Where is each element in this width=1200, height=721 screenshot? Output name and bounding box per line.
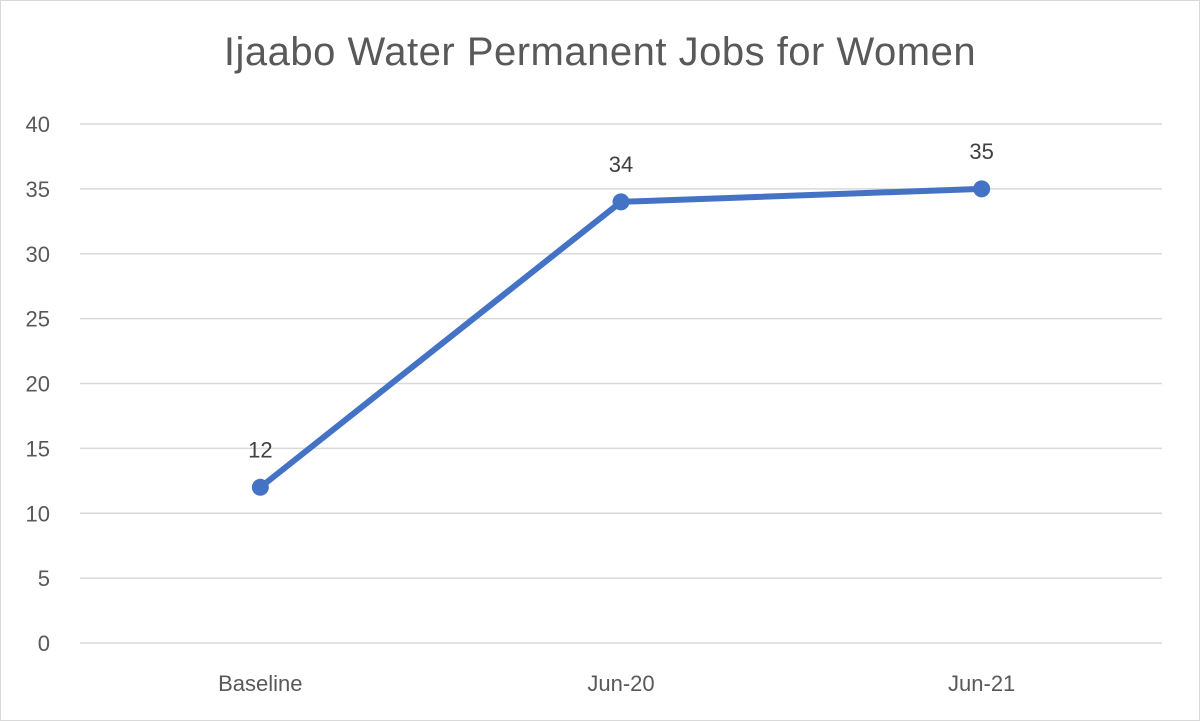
y-axis: 0 5 10 15 20 25 30 35 40: [26, 112, 50, 656]
y-tick-label: 15: [26, 436, 50, 461]
gridlines: [80, 123, 1162, 644]
y-tick-label: 40: [26, 112, 50, 137]
data-point: [973, 180, 991, 198]
chart-title: Ijaabo Water Permanent Jobs for Women: [223, 30, 977, 74]
y-tick-label: 5: [38, 566, 50, 591]
x-tick-label: Jun-20: [587, 671, 654, 696]
y-tick-label: 20: [26, 372, 50, 397]
x-axis: Baseline Jun-20 Jun-21: [218, 671, 1015, 696]
data-label: 34: [609, 152, 633, 177]
data-point: [612, 193, 630, 211]
y-tick-label: 10: [26, 501, 50, 526]
series-group: [251, 180, 991, 496]
x-tick-label: Baseline: [218, 671, 302, 696]
y-tick-label: 35: [26, 177, 50, 202]
y-tick-label: 30: [26, 242, 50, 267]
data-label: 12: [248, 437, 272, 462]
data-labels: 12 34 35: [248, 139, 994, 462]
data-label: 35: [969, 139, 993, 164]
data-point: [251, 478, 269, 496]
x-tick-label: Jun-21: [948, 671, 1015, 696]
series-line: [257, 185, 985, 491]
y-tick-label: 25: [26, 307, 50, 332]
y-tick-label: 0: [38, 631, 50, 656]
